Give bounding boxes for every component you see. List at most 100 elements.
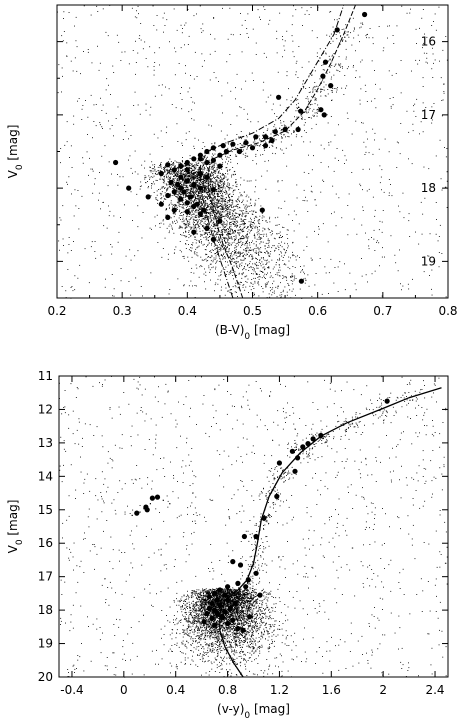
field-star (333, 65, 335, 67)
field-star (184, 235, 186, 237)
field-star (187, 221, 189, 223)
field-star (216, 175, 218, 177)
field-star (171, 104, 173, 105)
field-star (188, 189, 190, 191)
field-star (331, 100, 332, 101)
field-star (192, 242, 194, 244)
field-star (236, 186, 238, 188)
field-star (166, 188, 168, 190)
field-star (314, 112, 316, 114)
field-star (342, 67, 343, 69)
field-star (239, 255, 241, 257)
field-star (219, 202, 221, 204)
field-star (190, 250, 192, 251)
field-star (229, 232, 230, 234)
field-star (190, 214, 192, 216)
field-star (288, 214, 290, 216)
field-star (203, 243, 205, 245)
field-star (296, 184, 298, 186)
field-star (211, 209, 213, 211)
field-star (265, 252, 266, 254)
field-star (242, 243, 244, 245)
field-star (92, 192, 94, 194)
field-star (268, 261, 270, 263)
field-star (124, 204, 125, 206)
field-star (175, 187, 177, 188)
field-star (206, 208, 207, 210)
field-star (198, 220, 199, 222)
field-star (213, 176, 214, 178)
field-star (220, 180, 222, 181)
field-star (220, 231, 222, 233)
field-star (206, 183, 208, 184)
field-star (319, 78, 321, 80)
field-star (215, 214, 217, 216)
field-star (257, 273, 258, 275)
field-star (239, 192, 241, 194)
field-star (281, 241, 282, 243)
field-star (374, 139, 375, 141)
field-star (190, 228, 191, 230)
field-star (244, 266, 245, 267)
field-star (238, 264, 240, 266)
field-star (245, 215, 247, 217)
field-star (244, 212, 246, 214)
field-star (221, 195, 223, 197)
field-star (177, 168, 179, 170)
field-star (253, 223, 255, 225)
field-star (217, 184, 219, 186)
field-star (194, 171, 195, 173)
field-star (313, 86, 315, 88)
field-star (113, 135, 114, 137)
field-star (250, 221, 252, 223)
field-star (217, 283, 219, 285)
field-star (247, 264, 249, 266)
field-star (252, 256, 254, 258)
field-star (422, 77, 424, 79)
field-star (246, 200, 248, 202)
field-star (212, 183, 213, 185)
field-star (231, 176, 232, 178)
field-star (174, 252, 175, 254)
field-star (192, 191, 194, 193)
field-star (193, 173, 195, 175)
field-star (61, 67, 63, 69)
field-star (336, 89, 338, 91)
field-star (164, 170, 165, 172)
field-star (426, 57, 428, 59)
field-star (186, 218, 187, 220)
field-star (220, 213, 222, 215)
field-star (229, 244, 230, 246)
field-star (338, 63, 340, 65)
field-star (209, 251, 211, 252)
field-star (228, 189, 230, 191)
field-star (303, 86, 305, 88)
field-star (225, 253, 227, 255)
field-star (334, 64, 336, 66)
field-star (269, 146, 270, 148)
field-star (292, 275, 294, 277)
field-star (186, 188, 188, 190)
field-star (186, 194, 187, 196)
field-star (254, 139, 255, 140)
field-star (236, 213, 238, 214)
field-star (268, 244, 270, 246)
field-star (112, 295, 113, 297)
field-star (397, 270, 399, 272)
field-star (231, 255, 233, 257)
field-star (218, 212, 219, 214)
field-star (252, 225, 254, 227)
field-star (215, 191, 217, 193)
field-star (217, 211, 219, 212)
field-star (209, 53, 211, 55)
field-star (204, 203, 205, 205)
field-star (196, 174, 197, 176)
field-star (262, 288, 264, 289)
field-star (293, 56, 295, 58)
field-star (241, 231, 243, 233)
field-star (207, 212, 209, 214)
field-star (202, 183, 204, 184)
field-star (200, 220, 202, 222)
field-star (181, 160, 183, 161)
field-star (228, 290, 230, 292)
